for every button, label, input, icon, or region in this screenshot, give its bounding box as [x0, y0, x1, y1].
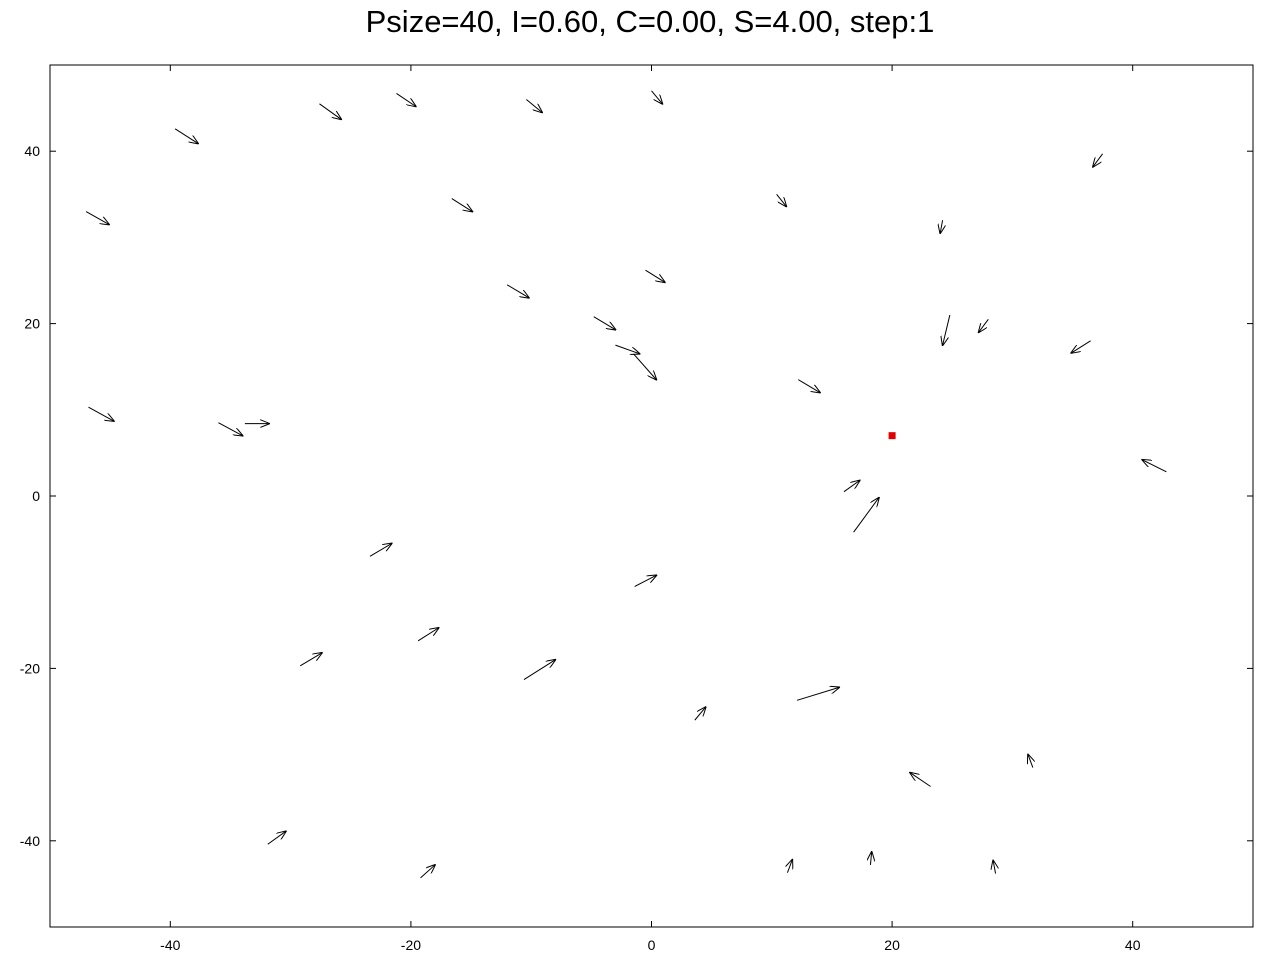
chart-title: Psize=40, I=0.60, C=0.00, S=4.00, step:1: [365, 4, 935, 39]
vector-arrow: [979, 318, 989, 332]
target-marker-layer: [888, 432, 896, 440]
y-tick-label: 40: [24, 143, 40, 159]
vector-arrow: [796, 687, 839, 701]
vector-arrow: [396, 93, 415, 106]
vector-arrow: [451, 198, 472, 212]
vector-arrow: [645, 269, 664, 282]
vector-arrow: [267, 831, 286, 845]
vector-arrow: [88, 406, 113, 421]
vector-arrow: [506, 284, 529, 298]
vector-arrow: [798, 379, 820, 393]
target-marker: [888, 432, 896, 440]
vector-arrow: [694, 707, 706, 721]
vector-arrow: [940, 220, 942, 233]
x-tick-label: 40: [1125, 937, 1141, 953]
vector-arrow: [369, 543, 392, 557]
y-tick-label: -20: [20, 660, 40, 676]
y-tick-label: 0: [32, 488, 40, 504]
vector-arrow: [593, 316, 616, 330]
vector-arrow: [943, 314, 951, 345]
vector-arrow: [910, 773, 931, 787]
vector-arrow: [843, 480, 860, 493]
vector-arrow: [870, 852, 871, 865]
vector-arrow: [420, 865, 435, 879]
vector-arrow: [787, 860, 792, 873]
vector-arrow: [1071, 340, 1091, 353]
x-tick-label: 20: [884, 937, 900, 953]
vector-arrow: [776, 193, 787, 206]
vector-arrow: [174, 128, 198, 144]
vector-arrow: [299, 653, 322, 667]
vector-arrow: [417, 628, 438, 642]
vector-arrow: [633, 353, 656, 380]
y-tick-label: 20: [24, 316, 40, 332]
plot-frame: [49, 64, 1254, 928]
vector-arrow: [853, 498, 879, 533]
vector-arrow: [634, 575, 657, 587]
vector-arrow: [651, 90, 663, 104]
vector-arrow: [993, 861, 995, 874]
vector-field: [85, 90, 1167, 879]
vector-arrow: [523, 660, 555, 681]
vector-arrow: [1142, 460, 1167, 473]
vector-arrow: [218, 422, 242, 436]
vector-arrow: [1093, 153, 1104, 167]
axis-ticks: -40 -20 0 20 40 -40 -20 0 20 40: [20, 65, 1253, 953]
vector-arrow: [615, 344, 639, 354]
vector-arrow: [85, 211, 109, 225]
vector-arrow: [526, 99, 542, 112]
x-tick-label: -40: [160, 937, 180, 953]
vector-arrow: [1028, 755, 1033, 768]
x-tick-label: -20: [401, 937, 421, 953]
x-tick-label: 0: [648, 937, 656, 953]
vector-arrow: [319, 103, 341, 120]
y-tick-label: -40: [20, 833, 40, 849]
